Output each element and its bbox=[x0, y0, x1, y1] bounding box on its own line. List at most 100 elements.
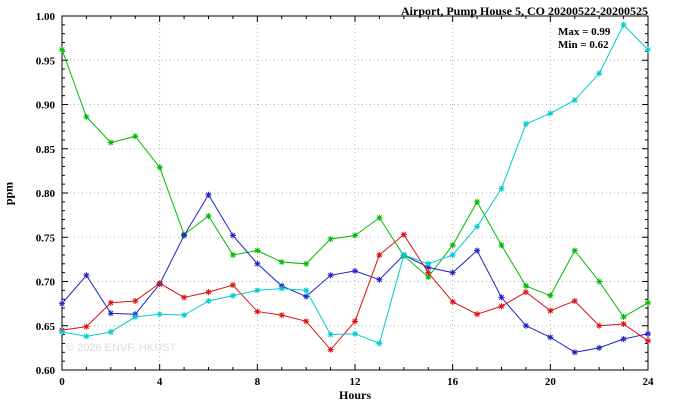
data-point-marker bbox=[59, 46, 65, 53]
data-point-marker bbox=[181, 232, 188, 239]
data-point-marker bbox=[596, 322, 603, 329]
data-point-marker bbox=[376, 340, 383, 347]
data-point-marker bbox=[278, 285, 285, 292]
y-tick-label: 0.70 bbox=[36, 277, 56, 289]
data-point-marker bbox=[645, 330, 651, 337]
data-point-marker bbox=[522, 289, 529, 296]
min-value-label: Min = 0.62 bbox=[558, 39, 609, 51]
data-point-marker bbox=[400, 231, 407, 238]
data-point-marker bbox=[59, 300, 65, 307]
y-tick-label: 0.85 bbox=[36, 144, 56, 156]
data-point-marker bbox=[620, 320, 627, 327]
data-point-marker bbox=[352, 330, 358, 337]
series-markers-cyan bbox=[59, 21, 651, 347]
data-point-marker bbox=[400, 251, 407, 258]
data-point-marker bbox=[352, 232, 358, 239]
data-point-marker bbox=[571, 247, 578, 254]
data-point-marker bbox=[83, 272, 90, 279]
data-point-marker bbox=[303, 293, 310, 300]
data-point-marker bbox=[547, 110, 554, 117]
data-point-marker bbox=[547, 307, 554, 314]
data-point-marker bbox=[620, 21, 627, 28]
x-tick-label: 12 bbox=[350, 376, 362, 388]
data-point-marker bbox=[327, 236, 334, 243]
data-point-marker bbox=[132, 133, 139, 140]
data-point-marker bbox=[596, 70, 603, 77]
data-point-marker bbox=[107, 139, 114, 146]
data-point-marker bbox=[522, 282, 529, 289]
data-point-marker bbox=[596, 344, 603, 351]
data-point-marker bbox=[205, 191, 212, 198]
data-point-marker bbox=[645, 337, 651, 344]
data-point-marker bbox=[229, 232, 236, 239]
data-point-marker bbox=[522, 322, 529, 329]
data-point-marker bbox=[229, 292, 236, 299]
data-point-marker bbox=[205, 289, 212, 296]
x-tick-label: 24 bbox=[643, 376, 655, 388]
data-point-marker bbox=[352, 318, 358, 325]
data-point-marker bbox=[83, 333, 90, 340]
series-markers-red bbox=[59, 231, 651, 353]
data-point-marker bbox=[132, 313, 139, 320]
x-tick-label: 0 bbox=[59, 376, 65, 388]
data-point-marker bbox=[474, 198, 481, 205]
data-point-marker bbox=[376, 276, 383, 283]
data-point-marker bbox=[132, 297, 139, 304]
data-point-marker bbox=[254, 287, 261, 294]
data-point-marker bbox=[156, 311, 163, 318]
data-point-marker bbox=[352, 267, 358, 274]
data-point-marker bbox=[327, 346, 334, 353]
data-point-marker bbox=[571, 97, 578, 104]
data-point-marker bbox=[278, 312, 285, 319]
data-point-marker bbox=[278, 259, 285, 266]
data-point-marker bbox=[83, 113, 90, 120]
data-point-marker bbox=[547, 334, 554, 341]
y-tick-label: 0.90 bbox=[36, 100, 56, 112]
data-point-marker bbox=[205, 297, 212, 304]
x-tick-label: 4 bbox=[157, 376, 163, 388]
max-value-label: Max = 0.99 bbox=[558, 26, 611, 38]
data-point-marker bbox=[645, 46, 651, 53]
data-point-marker bbox=[376, 251, 383, 258]
data-point-marker bbox=[596, 278, 603, 285]
x-tick-label: 20 bbox=[545, 376, 557, 388]
data-point-marker bbox=[156, 164, 163, 171]
data-point-marker bbox=[522, 120, 529, 127]
data-point-marker bbox=[205, 213, 212, 220]
data-point-marker bbox=[449, 298, 456, 305]
data-point-marker bbox=[571, 349, 578, 356]
data-point-marker bbox=[498, 242, 505, 249]
data-point-marker bbox=[425, 264, 432, 271]
data-point-marker bbox=[181, 312, 188, 319]
data-point-marker bbox=[107, 299, 114, 306]
y-tick-label: 0.60 bbox=[36, 365, 56, 377]
x-tick-label: 16 bbox=[447, 376, 459, 388]
data-point-marker bbox=[449, 251, 456, 258]
data-point-marker bbox=[327, 272, 334, 279]
data-point-marker bbox=[547, 292, 554, 299]
data-point-marker bbox=[425, 269, 432, 276]
x-tick-label: 8 bbox=[255, 376, 261, 388]
data-point-marker bbox=[229, 282, 236, 289]
data-point-marker bbox=[620, 336, 627, 343]
data-point-marker bbox=[107, 310, 114, 317]
data-point-marker bbox=[303, 318, 310, 325]
data-point-marker bbox=[620, 313, 627, 320]
data-point-marker bbox=[303, 287, 310, 294]
y-tick-label: 0.95 bbox=[36, 55, 56, 67]
y-tick-label: 1.00 bbox=[36, 11, 56, 23]
data-point-marker bbox=[474, 223, 481, 230]
y-axis-label: ppm bbox=[1, 181, 16, 206]
data-point-marker bbox=[107, 328, 114, 335]
data-point-marker bbox=[571, 297, 578, 304]
data-point-marker bbox=[303, 260, 310, 267]
data-point-marker bbox=[254, 308, 261, 315]
data-point-marker bbox=[181, 294, 188, 301]
x-axis-label: Hours bbox=[338, 388, 371, 402]
data-point-marker bbox=[449, 242, 456, 249]
data-point-marker bbox=[474, 311, 481, 318]
series-markers-green bbox=[59, 46, 651, 320]
watermark: © 2026 ENVF, HKUST bbox=[66, 342, 177, 354]
data-point-marker bbox=[59, 328, 65, 335]
